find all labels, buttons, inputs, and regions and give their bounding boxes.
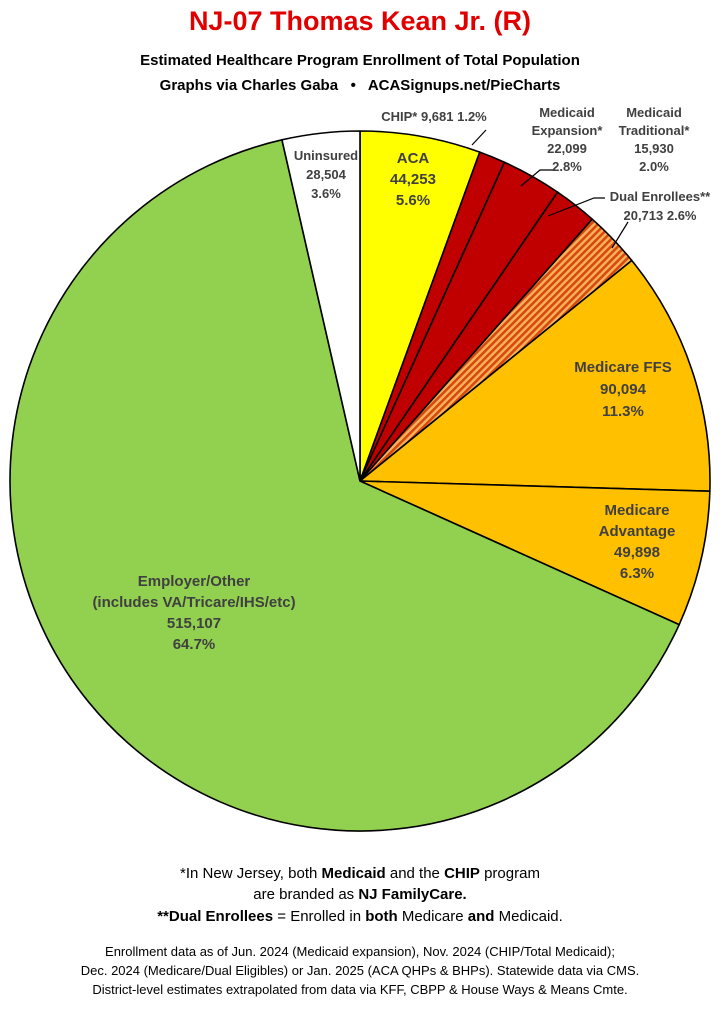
slice-name-medicare-advantage: Medicare <box>604 502 669 519</box>
credit-right: ACASignups.net/PieCharts <box>367 77 561 94</box>
slice-value-medicaid-traditional: 15,930 <box>634 141 674 156</box>
credit-left: Graphs via Charles Gaba <box>159 77 339 94</box>
leader-line-dual-enrollees <box>611 221 629 249</box>
slice-name-medicare-ffs: Medicare FFS <box>574 359 672 376</box>
pie-slice-uninsured <box>281 130 361 482</box>
slice-value-aca: 44,253 <box>390 171 436 188</box>
slice-value-medicaid-expansion: 22,099 <box>547 141 587 156</box>
slice-percent-aca: 5.6% <box>396 192 430 209</box>
slice-name-medicaid-traditional: Medicaid <box>626 105 682 120</box>
slice-percent-medicaid-traditional: 2.0% <box>639 159 669 174</box>
note-line-1: *In New Jersey, both Medicaid and the CH… <box>180 865 540 882</box>
pie-slice-employer-other-includes-va-tricare-ihs-etc <box>9 139 680 832</box>
pie-slice-medicare-ffs <box>359 259 711 493</box>
leader-line-medicaid-expansion <box>520 169 553 187</box>
slice-name-dual-enrollees: Dual Enrollees** <box>610 189 711 204</box>
slice-value-percent-dual-enrollees: 20,713 2.6% <box>623 208 696 223</box>
slice-value-medicare-ffs: 90,094 <box>600 381 647 398</box>
slice-value-uninsured: 28,504 <box>306 167 347 182</box>
slice-name-medicaid-expansion: Expansion* <box>532 123 604 138</box>
chart-subtitle: Estimated Healthcare Program Enrollment … <box>140 52 580 69</box>
slice-name-medicaid-traditional: Traditional* <box>619 123 691 138</box>
note-line-3: **Dual Enrollees = Enrolled in both Medi… <box>157 908 563 925</box>
slice-percent-uninsured: 3.6% <box>311 186 341 201</box>
slice-name-aca: ACA <box>397 150 430 167</box>
slice-value-employer-other-includes-va-tricare-ihs-etc: 515,107 <box>167 615 221 632</box>
chart-credit: Graphs via Charles Gaba • ACASignups.net… <box>0 77 720 94</box>
pie-slice-medicare-advantage <box>359 480 711 626</box>
slice-percent-medicare-advantage: 6.3% <box>620 565 654 582</box>
note-line-2: are branded as NJ FamilyCare. <box>253 886 467 903</box>
source-line-1: Enrollment data as of Jun. 2024 (Medicai… <box>105 944 615 959</box>
leader-line-chip <box>471 129 487 146</box>
source-line-3: District-level estimates extrapolated fr… <box>92 982 628 997</box>
slice-name-employer-other-includes-va-tricare-ihs-etc: (includes VA/Tricare/IHS/etc) <box>92 594 295 611</box>
source-line-2: Dec. 2024 (Medicare/Dual Eligibles) or J… <box>80 963 640 978</box>
slice-name-medicaid-expansion: Medicaid <box>539 105 595 120</box>
chart-title: NJ-07 Thomas Kean Jr. (R) <box>188 6 532 36</box>
slice-label-chip: CHIP* 9,681 1.2% <box>381 109 487 124</box>
slice-name-employer-other-includes-va-tricare-ihs-etc: Employer/Other <box>138 573 251 590</box>
slice-value-medicare-advantage: 49,898 <box>614 544 660 561</box>
slice-name-medicare-advantage: Advantage <box>599 523 676 540</box>
pie-chart: ACA 44,253 5.6% CHIP* 9,681 1.2% Medicaid Exp… <box>9 105 711 832</box>
slice-name-uninsured: Uninsured <box>294 148 358 163</box>
slice-percent-medicaid-expansion: 2.8% <box>552 159 582 174</box>
slice-percent-medicare-ffs: 11.3% <box>602 403 644 420</box>
credit-separator: • <box>350 77 356 94</box>
slice-percent-employer-other-includes-va-tricare-ihs-etc: 64.7% <box>173 636 216 653</box>
leader-line-medicaid-traditional <box>547 197 605 217</box>
